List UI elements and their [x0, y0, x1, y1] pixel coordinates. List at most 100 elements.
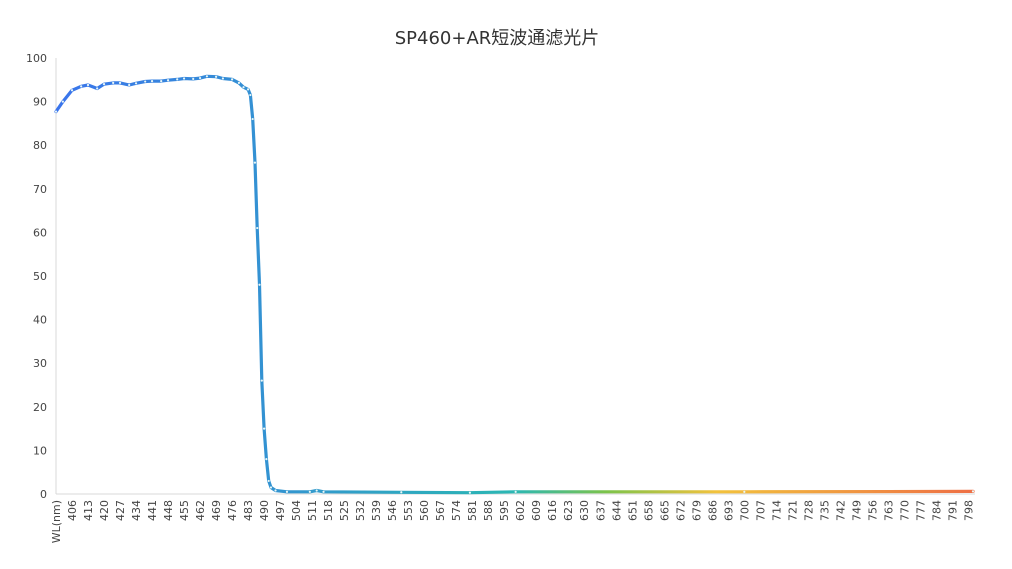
- data-point: [214, 75, 218, 78]
- x-tick-label: 490: [258, 500, 271, 521]
- data-point: [308, 490, 311, 493]
- data-point: [246, 88, 250, 91]
- series-line: [54, 74, 975, 495]
- data-point: [258, 283, 261, 286]
- x-tick-label: 434: [130, 500, 143, 521]
- x-tick-label: 588: [482, 500, 495, 521]
- x-tick-label: 749: [850, 500, 863, 521]
- data-point: [265, 458, 268, 461]
- y-tick-label: 20: [33, 401, 47, 414]
- x-tick-label: 581: [466, 500, 479, 521]
- x-tick-label: 546: [386, 500, 399, 521]
- x-tick-label: WL(nm): [50, 500, 63, 543]
- x-tick-label: 665: [658, 500, 671, 521]
- data-point: [61, 100, 64, 103]
- x-tick-label: 644: [610, 500, 623, 521]
- data-point: [468, 491, 472, 494]
- x-tick-label: 714: [770, 500, 783, 521]
- x-tick-label: 427: [114, 500, 127, 521]
- x-tick-label: 721: [786, 500, 799, 521]
- x-tick-label: 455: [178, 500, 191, 521]
- data-point: [160, 80, 163, 83]
- x-tick-label: 511: [306, 500, 319, 521]
- x-tick-label: 532: [354, 500, 367, 521]
- x-tick-label: 756: [866, 500, 879, 521]
- x-tick-label: 693: [722, 500, 735, 521]
- data-point: [267, 479, 270, 483]
- y-tick-label: 50: [33, 270, 47, 283]
- data-point: [315, 489, 318, 492]
- data-point: [242, 86, 245, 89]
- y-tick-label: 30: [33, 357, 47, 370]
- x-tick-label: 651: [626, 500, 639, 521]
- y-tick-label: 90: [33, 96, 47, 109]
- y-tick-label: 40: [33, 314, 47, 327]
- data-point: [70, 89, 74, 92]
- y-tick-label: 70: [33, 183, 47, 196]
- x-tick-label: 763: [882, 500, 895, 521]
- x-tick-label: 469: [210, 500, 223, 521]
- data-point: [192, 77, 195, 81]
- x-tick-label: 567: [434, 500, 447, 521]
- x-tick-label: 700: [738, 500, 751, 521]
- x-tick-label: 462: [194, 500, 207, 521]
- y-tick-label: 10: [33, 444, 47, 457]
- y-tick-label: 100: [26, 52, 47, 65]
- data-point: [285, 490, 289, 493]
- x-tick-label: 686: [706, 500, 719, 521]
- x-tick-label: 476: [226, 500, 239, 521]
- x-tick-label: 630: [578, 500, 591, 521]
- data-point: [256, 226, 259, 230]
- x-tick-label: 441: [146, 500, 159, 521]
- data-point: [80, 85, 83, 88]
- data-point: [86, 83, 90, 87]
- x-tick-label: 735: [818, 500, 831, 521]
- x-tick-label: 602: [514, 500, 527, 521]
- x-tick-label: 658: [642, 500, 655, 521]
- x-tick-label: 406: [66, 500, 79, 521]
- data-point: [198, 76, 202, 80]
- x-tick-label: 728: [802, 500, 815, 521]
- x-tick-label: 518: [322, 500, 335, 521]
- data-point: [514, 490, 517, 493]
- x-tick-label: 574: [450, 500, 463, 521]
- x-tick-label: 483: [242, 500, 255, 521]
- data-point: [269, 486, 273, 489]
- x-tick-label: 616: [546, 500, 559, 521]
- data-point: [237, 81, 241, 84]
- data-point: [166, 79, 170, 82]
- x-tick-label: 560: [418, 500, 431, 521]
- data-point: [144, 80, 147, 83]
- x-tick-label: 413: [82, 500, 95, 521]
- data-point: [182, 77, 186, 80]
- x-tick-label: 539: [370, 500, 383, 521]
- data-point: [205, 75, 209, 78]
- data-point: [262, 427, 266, 430]
- x-tick-label: 679: [690, 500, 703, 521]
- y-tick-label: 0: [40, 488, 47, 501]
- data-point: [322, 490, 325, 493]
- x-tick-label: 770: [898, 500, 911, 521]
- y-tick-label: 60: [33, 226, 47, 239]
- y-tick-label: 80: [33, 139, 47, 152]
- x-tick-label: 777: [914, 500, 927, 521]
- x-tick-label: 420: [98, 500, 111, 521]
- data-point: [230, 78, 234, 81]
- x-tick-label: 553: [402, 500, 415, 521]
- data-point: [96, 87, 99, 90]
- chart-title: SP460+AR短波通滤光片: [395, 28, 600, 49]
- x-tick-label: 637: [594, 500, 607, 521]
- data-point: [54, 110, 58, 113]
- x-tick-label: 609: [530, 500, 543, 521]
- data-point: [118, 81, 122, 84]
- x-tick-label: 784: [930, 500, 943, 521]
- x-tick-label: 595: [498, 500, 511, 521]
- x-tick-label: 504: [290, 500, 303, 521]
- data-point: [102, 83, 106, 86]
- data-point: [971, 490, 975, 493]
- x-tick-label: 791: [946, 500, 959, 521]
- x-tick-label: 525: [338, 500, 351, 521]
- data-point: [251, 117, 254, 121]
- x-tick-label: 623: [562, 500, 575, 521]
